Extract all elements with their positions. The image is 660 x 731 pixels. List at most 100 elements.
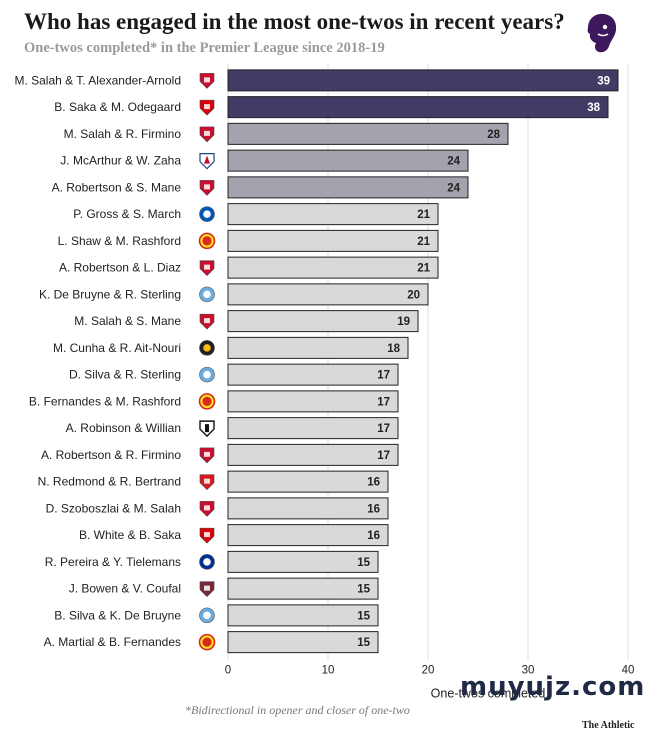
- liverpool-crest-icon: [199, 260, 215, 277]
- bar-row: D. Szoboszlai & M. Salah 16: [46, 497, 389, 520]
- bar-value-label: 17: [377, 370, 390, 382]
- bar-row: A. Martial & B. Fernandes 15: [44, 631, 379, 654]
- chart-title: Who has engaged in the most one-twos in …: [24, 9, 565, 34]
- bar-row: L. Shaw & M. Rashford 21: [58, 229, 439, 252]
- bar: [227, 390, 399, 413]
- row-label: R. Pereira & Y. Tielemans: [45, 555, 181, 569]
- liverpool-crest-icon: [199, 501, 215, 517]
- bar-row: K. De Bruyne & R. Sterling 20: [39, 283, 429, 306]
- bar-chart: M. Salah & T. Alexander-Arnold 39 B. Saka …: [14, 64, 635, 701]
- bar: [227, 550, 379, 573]
- crest-detail: [204, 532, 210, 538]
- row-label: L. Shaw & M. Rashford: [58, 234, 181, 248]
- crest-detail: [202, 236, 212, 246]
- crest-detail: [202, 637, 212, 647]
- bar-value-label: 28: [487, 129, 500, 141]
- premier-league-lion-logo: [587, 13, 617, 53]
- bar: [227, 256, 439, 279]
- bar-row: M. Cunha & R. Ait-Nouri 18: [53, 336, 409, 359]
- crest-detail: [203, 370, 211, 379]
- row-label: M. Salah & S. Mane: [74, 314, 181, 328]
- row-label: J. Bowen & V. Coufal: [69, 582, 181, 596]
- west-ham-crest-icon: [199, 581, 215, 598]
- bar: [227, 176, 469, 199]
- bar-row: B. Silva & K. De Bruyne 15: [54, 604, 379, 627]
- watermark: muyujz.com: [460, 672, 646, 702]
- bar-value-label: 21: [417, 236, 430, 248]
- crest-detail: [204, 318, 210, 324]
- bar-value-label: 17: [377, 396, 390, 408]
- crest-detail: [204, 184, 210, 190]
- bar-row: D. Silva & R. Sterling 17: [69, 363, 399, 386]
- bar: [227, 96, 609, 119]
- bar-value-label: 20: [407, 289, 420, 301]
- bar-row: R. Pereira & Y. Tielemans 15: [45, 550, 379, 573]
- bar-value-label: 19: [397, 316, 410, 328]
- bar: [227, 149, 469, 172]
- bar: [227, 203, 439, 226]
- row-label: M. Salah & R. Firmino: [64, 127, 182, 141]
- row-label: D. Silva & R. Sterling: [69, 368, 181, 382]
- crest-detail: [204, 77, 210, 83]
- bar-rows: M. Salah & T. Alexander-Arnold 39 B. Saka …: [14, 69, 619, 654]
- fulham-crest-icon: [199, 420, 215, 438]
- bar: [227, 417, 399, 440]
- bar-value-label: 17: [377, 423, 390, 435]
- x-tick-label: 30: [522, 665, 535, 677]
- bar: [227, 310, 419, 333]
- man-united-crest-icon: [198, 633, 216, 651]
- arsenal-crest-icon: [199, 99, 215, 116]
- liverpool-crest-icon: [199, 313, 215, 330]
- bar-value-label: 21: [417, 209, 430, 221]
- bar-value-label: 18: [387, 343, 400, 355]
- x-tick-label: 40: [622, 665, 635, 677]
- row-label: P. Gross & S. March: [73, 207, 181, 221]
- row-label: A. Robinson & Willian: [66, 421, 181, 435]
- bar-row: N. Redmond & R. Bertrand 16: [38, 470, 389, 493]
- wolves-crest-icon: [199, 340, 215, 356]
- bar: [227, 577, 379, 600]
- bar: [227, 524, 389, 547]
- bar-row: A. Robertson & R. Firmino 17: [41, 443, 399, 466]
- x-tick-label: 20: [422, 665, 435, 677]
- bar-value-label: 24: [447, 182, 460, 194]
- bar: [227, 283, 429, 306]
- row-label: A. Robertson & R. Firmino: [41, 448, 181, 462]
- crest-detail: [203, 290, 211, 299]
- bar: [227, 229, 439, 252]
- bar-value-label: 16: [367, 477, 380, 489]
- bar-row: J. Bowen & V. Coufal 15: [69, 577, 379, 600]
- bar-value-label: 38: [587, 102, 600, 114]
- row-label: A. Robertson & L. Diaz: [59, 261, 181, 275]
- row-label: D. Szoboszlai & M. Salah: [46, 501, 181, 515]
- bar: [227, 604, 379, 627]
- bar: [227, 470, 389, 493]
- bar-value-label: 21: [417, 263, 430, 275]
- bar-row: J. McArthur & W. Zaha 24: [60, 149, 469, 172]
- leicester-crest-icon: [199, 554, 215, 570]
- bar-row: A. Robertson & L. Diaz 21: [59, 256, 439, 279]
- crest-detail: [204, 451, 210, 457]
- bar: [227, 69, 619, 92]
- bar-value-label: 15: [357, 637, 370, 649]
- man-united-crest-icon: [198, 232, 216, 250]
- row-label: B. White & B. Saka: [79, 528, 181, 542]
- crest-detail: [202, 396, 212, 406]
- bar: [227, 336, 409, 359]
- man-city-crest-icon: [199, 366, 215, 383]
- footnote: *Bidirectional in opener and closer of o…: [185, 703, 410, 717]
- bar-value-label: 16: [367, 503, 380, 515]
- bar-value-label: 39: [597, 75, 610, 87]
- bar: [227, 631, 379, 654]
- bar-value-label: 15: [357, 610, 370, 622]
- bar-row: P. Gross & S. March 21: [73, 203, 439, 226]
- liverpool-crest-icon: [199, 447, 215, 464]
- bar-value-label: 16: [367, 530, 380, 542]
- bar-row: B. White & B. Saka 16: [79, 524, 389, 547]
- x-axis-title: One-twos completed: [431, 687, 546, 701]
- x-tick-label: 0: [225, 665, 231, 677]
- man-city-crest-icon: [199, 607, 215, 624]
- crest-detail: [204, 478, 210, 484]
- crest-detail: [204, 155, 210, 164]
- bar-row: M. Salah & R. Firmino 28: [64, 122, 509, 145]
